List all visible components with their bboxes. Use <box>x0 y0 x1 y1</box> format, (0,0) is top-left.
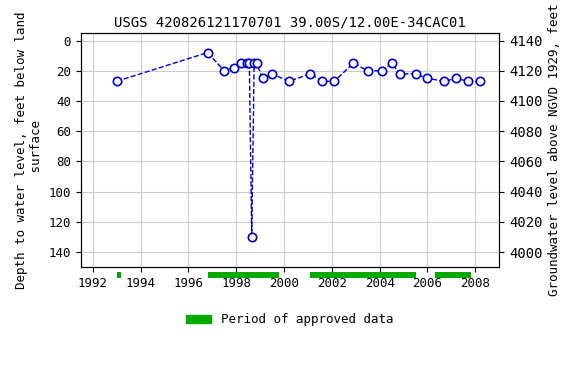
Y-axis label: Depth to water level, feet below land
 surface: Depth to water level, feet below land su… <box>15 12 43 289</box>
Title: USGS 420826121170701 39.00S/12.00E-34CAC01: USGS 420826121170701 39.00S/12.00E-34CAC… <box>114 15 466 29</box>
Legend: Period of approved data: Period of approved data <box>181 308 399 331</box>
Y-axis label: Groundwater level above NGVD 1929, feet: Groundwater level above NGVD 1929, feet <box>548 4 561 296</box>
